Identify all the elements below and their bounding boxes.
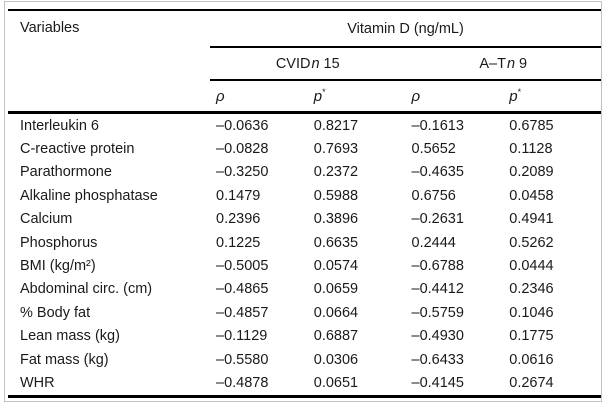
cell-value: –0.0636 — [216, 117, 269, 134]
cell-value: –0.4865 — [216, 281, 269, 298]
cell-value: 0.1775 — [509, 328, 554, 345]
row-label: Alkaline phosphatase — [20, 187, 158, 204]
cell-value: –0.6788 — [411, 258, 464, 275]
cell-value: –0.4857 — [216, 304, 269, 321]
cell-value: 0.0574 — [313, 258, 359, 275]
table-row: WHR –0.4878 0.0651 –0.4145 0.2674 — [8, 371, 601, 396]
row-label: Fat mass (kg) — [20, 351, 109, 368]
cell-value: –0.5580 — [216, 351, 269, 368]
cell-value: –0.1613 — [411, 117, 464, 134]
cell-value: –0.4878 — [216, 374, 269, 391]
cell-value: 0.1046 — [509, 304, 554, 321]
stat-header-p-at: p* — [503, 80, 601, 114]
stat-header-rho-at: ρ — [405, 80, 504, 114]
cell-value: –0.3250 — [216, 164, 269, 181]
row-label: C-reactive protein — [20, 141, 135, 158]
cell-value: 0.5262 — [509, 234, 554, 251]
cell-value: 0.5988 — [313, 187, 359, 204]
cell-value: 0.6756 — [411, 187, 456, 204]
cell-value: 0.1479 — [216, 187, 261, 204]
cell-value: –0.0828 — [216, 141, 269, 158]
cell-value: 0.7693 — [313, 141, 359, 158]
row-label: Calcium — [20, 211, 73, 228]
table-figure: Variables Vitamin D (ng/mL) CVIDn 15 A–Tn… — [4, 1, 602, 402]
row-label: % Body fat — [20, 304, 91, 321]
cell-value: –0.4930 — [411, 328, 464, 345]
group-at-count: 9 — [519, 55, 528, 72]
cell-value: –0.5005 — [216, 258, 269, 275]
cell-value: 0.0444 — [509, 258, 554, 275]
correlation-table: Variables Vitamin D (ng/mL) CVIDn 15 A–Tn… — [8, 9, 601, 398]
table-row: Fat mass (kg) –0.5580 0.0306 –0.6433 0.0616 — [8, 348, 601, 371]
cell-value: –0.4635 — [411, 164, 464, 181]
group-header-at: A–Tn 9 — [405, 47, 601, 81]
cell-value: 0.0659 — [313, 281, 359, 298]
table-row: Lean mass (kg) –0.1129 0.6887 –0.4930 0.1775 — [8, 325, 601, 348]
cell-value: 0.2372 — [313, 164, 359, 181]
group-cvid-count: 15 — [323, 55, 340, 72]
cell-value: 0.2674 — [509, 374, 554, 391]
cell-value: –0.4145 — [411, 374, 464, 391]
cell-value: 0.2396 — [216, 211, 261, 228]
table-row: Abdominal circ. (cm) –0.4865 0.0659 –0.4412… — [8, 278, 601, 301]
cell-value: 0.3896 — [313, 211, 359, 228]
cell-value: –0.4412 — [411, 281, 464, 298]
table-row: % Body fat –0.4857 0.0664 –0.5759 0.1046 — [8, 301, 601, 324]
row-label: Phosphorus — [20, 234, 98, 251]
cell-value: 0.0306 — [313, 351, 359, 368]
cell-value: 0.2089 — [509, 164, 554, 181]
variables-column-header: Variables — [8, 10, 210, 114]
cell-value: 0.6635 — [313, 234, 359, 251]
header-row-2: CVIDn 15 A–Tn 9 — [8, 47, 601, 81]
stat-header-rho-cvid: ρ — [210, 80, 308, 114]
stat-header-p-cvid: p* — [307, 80, 406, 114]
group-cvid-name: CVID — [275, 55, 311, 72]
header-row-1: Variables Vitamin D (ng/mL) — [8, 10, 601, 114]
row-label: BMI (kg/m²) — [20, 258, 96, 275]
cell-value: 0.6785 — [509, 117, 554, 134]
row-label: Interleukin 6 — [20, 117, 99, 134]
vitamin-d-span-header: Vitamin D (ng/mL) — [210, 10, 601, 48]
table-body: Interleukin 6 –0.0636 0.8217 –0.1613 0.6785 C… — [8, 113, 601, 397]
row-label: Lean mass (kg) — [20, 328, 120, 345]
cell-value: 0.1225 — [216, 234, 261, 251]
group-cvid-n-symbol: n — [311, 55, 320, 72]
cell-value: 0.6887 — [313, 328, 359, 345]
cell-value: 0.2346 — [509, 281, 554, 298]
cell-value: 0.8217 — [313, 117, 359, 134]
group-at-name: A–T — [479, 55, 506, 72]
cell-value: 0.0616 — [509, 351, 554, 368]
cell-value: 0.5652 — [411, 141, 456, 158]
table-row: Parathormone –0.3250 0.2372 –0.4635 0.2089 — [8, 161, 601, 184]
row-label: Abdominal circ. (cm) — [20, 281, 153, 298]
cell-value: 0.4941 — [509, 211, 554, 228]
table-row: Calcium 0.2396 0.3896 –0.2631 0.4941 — [8, 208, 601, 231]
cell-value: 0.0664 — [313, 304, 359, 321]
header-row-3: ρ p* ρ p* — [8, 80, 601, 114]
table-row: Interleukin 6 –0.0636 0.8217 –0.1613 0.6785 — [8, 113, 601, 138]
row-label: WHR — [20, 374, 55, 391]
group-header-cvid: CVIDn 15 — [210, 47, 406, 81]
cell-value: –0.6433 — [411, 351, 464, 368]
cell-value: –0.5759 — [411, 304, 464, 321]
group-at-n-symbol: n — [506, 55, 516, 72]
table-row: C-reactive protein –0.0828 0.7693 0.5652 0.1… — [8, 137, 601, 160]
cell-value: 0.1128 — [509, 141, 553, 158]
row-label: Parathormone — [20, 164, 112, 181]
table-row: Phosphorus 0.1225 0.6635 0.2444 0.5262 — [8, 231, 601, 254]
cell-value: –0.2631 — [411, 211, 464, 228]
cell-value: 0.2444 — [411, 234, 456, 251]
table-row: BMI (kg/m²) –0.5005 0.0574 –0.6788 0.0444 — [8, 254, 601, 277]
cell-value: –0.1129 — [216, 328, 268, 345]
cell-value: 0.0458 — [509, 187, 554, 204]
cell-value: 0.0651 — [313, 374, 359, 391]
table-row: Alkaline phosphatase 0.1479 0.5988 0.6756 0.… — [8, 184, 601, 207]
